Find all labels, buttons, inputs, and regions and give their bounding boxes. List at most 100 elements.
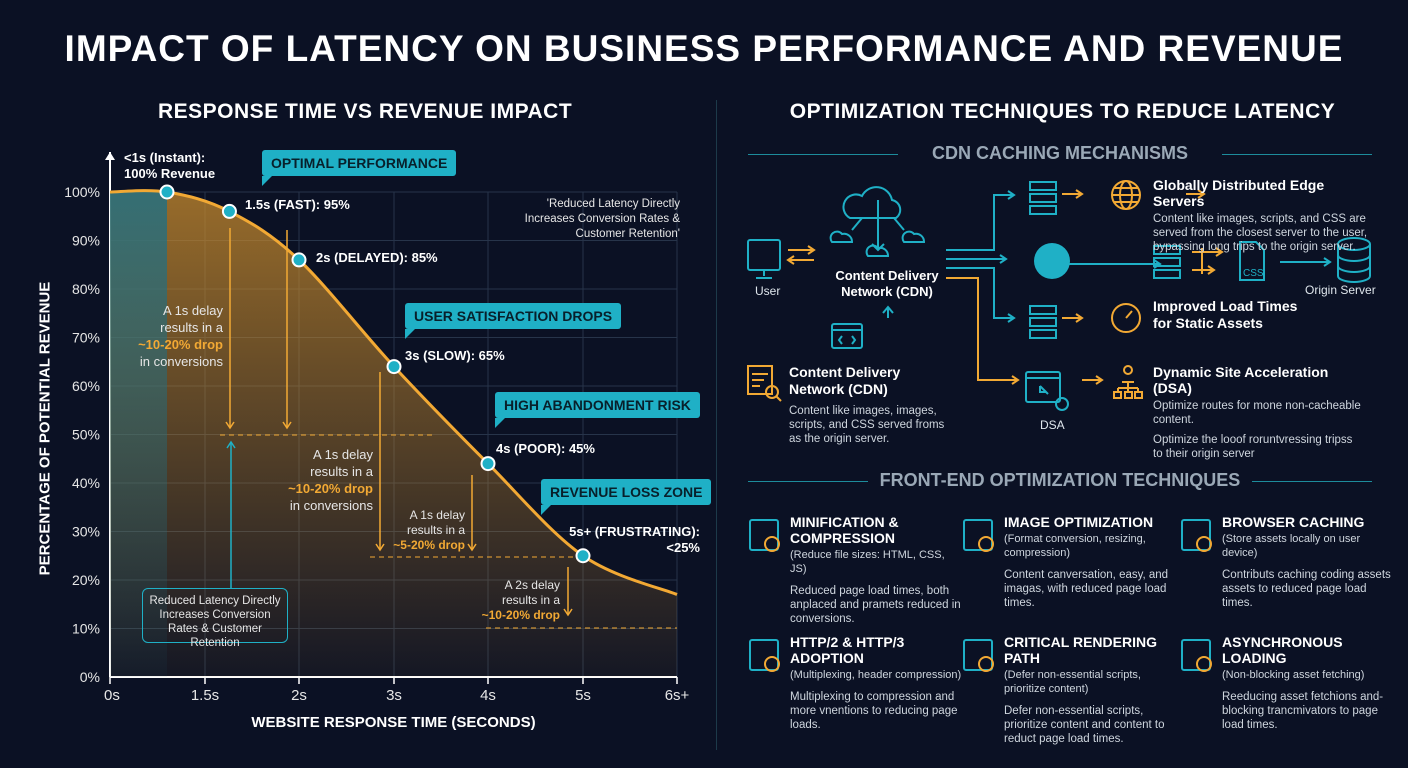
data-point bbox=[575, 548, 591, 564]
x-tick-label: 5s bbox=[575, 687, 591, 704]
delay-note-3: A 1s delay results in a ~5-20% drop bbox=[393, 508, 465, 552]
technique-card: MINIFICATION & COMPRESSION (Reduce file … bbox=[748, 514, 963, 626]
technique-title: MINIFICATION & COMPRESSION bbox=[790, 514, 899, 546]
technique-description: Multiplexing to compression and more vne… bbox=[790, 691, 958, 731]
arrowhead-icon bbox=[467, 543, 477, 552]
data-point bbox=[159, 184, 175, 200]
cdn-item: Content Delivery Network (CDN) Content li… bbox=[789, 364, 945, 445]
origin-server-label: Origin Server bbox=[1305, 283, 1376, 297]
arrowhead-icon bbox=[225, 421, 235, 430]
cdn-label: Content Delivery Network (CDN) bbox=[835, 268, 939, 299]
earth-globe-icon bbox=[1034, 243, 1070, 279]
point-label-2: 2s (DELAYED): 85% bbox=[316, 250, 438, 265]
y-tick-label: 20% bbox=[72, 572, 100, 588]
data-point bbox=[386, 359, 402, 375]
css-file-icon bbox=[1239, 241, 1265, 281]
delay-note-2: A 1s delay results in a ~10-20% drop in con… bbox=[288, 447, 373, 513]
cdn-heading: CDN CACHING MECHANISMS bbox=[932, 143, 1188, 163]
server-icon bbox=[1153, 245, 1181, 279]
optimization-heading: OPTIMIZATION TECHNIQUES TO REDUCE LATENC… bbox=[789, 100, 1336, 123]
divider bbox=[748, 154, 898, 155]
code-window-icon bbox=[831, 323, 863, 349]
tag-satisfaction: USER SATISFACTION DROPS bbox=[405, 303, 622, 339]
revenue-chart: 0% 10% 20% 30% 40% 50% 60% 70% 80% 90% 100% 0s 1.5s 2… bbox=[64, 152, 690, 704]
document-search-icon bbox=[747, 365, 782, 402]
technique-subtitle: (Format conversion, resizing, compressio… bbox=[1004, 533, 1146, 559]
quote: 'Reduced Latency Directly Increases Conv… bbox=[524, 198, 680, 240]
data-point bbox=[221, 203, 237, 219]
technique-title: HTTP/2 & HTTP/3 ADOPTION bbox=[790, 634, 905, 666]
divider bbox=[1252, 481, 1372, 482]
frontend-heading: FRONT-END OPTIMIZATION TECHNIQUES bbox=[879, 470, 1241, 490]
y-tick-label: 70% bbox=[72, 330, 100, 346]
http2-globe-icon bbox=[749, 639, 780, 672]
speedometer-icon bbox=[1111, 303, 1141, 333]
technique-title: CRITICAL RENDERING PATH bbox=[1004, 634, 1157, 666]
y-tick-label: 80% bbox=[72, 281, 100, 297]
y-tick-label: 50% bbox=[72, 427, 100, 443]
info-box: Reduced Latency Directly Increases Conve… bbox=[142, 588, 288, 649]
database-icon bbox=[1337, 237, 1371, 283]
technique-card: CRITICAL RENDERING PATH (Defer non-essen… bbox=[962, 634, 1177, 746]
data-point bbox=[480, 456, 496, 472]
dsa-item: Dynamic Site Acceleration (DSA) Optimize … bbox=[1153, 364, 1361, 460]
x-tick-label: 1.5s bbox=[191, 687, 219, 704]
globe-icon bbox=[1111, 180, 1141, 210]
instant-zone bbox=[110, 192, 167, 677]
y-tick-label: 60% bbox=[72, 378, 100, 394]
technique-description: Reduced page load times, both anplaced a… bbox=[790, 585, 961, 625]
point-label-3: 3s (SLOW): 65% bbox=[405, 348, 505, 363]
x-tick-label: 3s bbox=[386, 687, 402, 704]
technique-card: IMAGE OPTIMIZATION (Format conversion, r… bbox=[962, 514, 1177, 610]
arrowhead-icon bbox=[375, 543, 385, 552]
technique-description: Contributs caching coding assets assets … bbox=[1222, 569, 1391, 609]
technique-description: Defer non-essential scripts, prioritize … bbox=[1004, 705, 1165, 745]
dsa-label: DSA bbox=[1040, 418, 1065, 432]
divider bbox=[716, 100, 717, 750]
y-tick-label: 90% bbox=[72, 233, 100, 249]
y-axis-arrow bbox=[105, 152, 115, 160]
flowchart-icon bbox=[963, 639, 994, 672]
y-tick-label: 0% bbox=[80, 669, 100, 685]
tag-revenue-loss: REVENUE LOSS ZONE bbox=[541, 479, 712, 515]
delay-note-4: A 2s delay results in a ~10-20% drop bbox=[481, 578, 560, 622]
technique-card: ASYNCHRONOUS LOADING (Non-blocking asset… bbox=[1180, 634, 1395, 732]
point-label-4: 4s (POOR): 45% bbox=[496, 441, 595, 456]
technique-card: HTTP/2 & HTTP/3 ADOPTION (Multiplexing, … bbox=[748, 634, 963, 732]
arrowhead-icon bbox=[282, 421, 292, 430]
server-icon bbox=[1029, 181, 1057, 215]
x-tick-label: 6s+ bbox=[665, 687, 690, 704]
point-label-1: 1.5s (FAST): 95% bbox=[245, 197, 350, 212]
technique-subtitle: (Store assets locally on user device) bbox=[1222, 533, 1361, 559]
hierarchy-icon bbox=[1113, 365, 1143, 399]
technique-subtitle: (Defer non-essential scripts, prioritize… bbox=[1004, 669, 1141, 695]
technique-description: Reeducing asset fetchions and-blocking t… bbox=[1222, 691, 1384, 731]
edge-servers-item: Globally Distributed Edge Servers Content… bbox=[1153, 177, 1368, 253]
css-icon-text: CSS bbox=[1243, 268, 1264, 279]
x-tick-label: 0s bbox=[104, 687, 120, 704]
chart-heading: RESPONSE TIME VS REVENUE IMPACT bbox=[158, 100, 573, 123]
technique-title: ASYNCHRONOUS LOADING bbox=[1222, 634, 1343, 666]
y-axis-label: PERCENTAGE OF POTENTIAL REVENUE bbox=[36, 281, 54, 576]
connector-lines bbox=[882, 190, 1332, 323]
x-axis-label: WEBSITE RESPONSE TIME (SECONDS) bbox=[251, 714, 536, 731]
orange-connectors bbox=[946, 189, 1206, 385]
point-label-0: <1s (Instant): 100% Revenue bbox=[124, 150, 216, 181]
arrowhead-icon bbox=[226, 440, 236, 449]
user-label: User bbox=[755, 284, 781, 298]
browser-lock-icon bbox=[1181, 519, 1212, 552]
technique-subtitle: (Non-blocking asset fetching) bbox=[1222, 669, 1365, 681]
technique-description: Content canversation, easy, and imagas, … bbox=[1004, 569, 1169, 609]
technique-title: IMAGE OPTIMIZATION bbox=[1004, 514, 1154, 530]
technique-subtitle: (Reduce file sizes: HTML, CSS, JS) bbox=[790, 549, 945, 575]
x-tick-label: 4s bbox=[480, 687, 496, 704]
technique-card: BROWSER CACHING (Store assets locally on… bbox=[1180, 514, 1395, 610]
y-tick-label: 30% bbox=[72, 524, 100, 540]
data-point bbox=[291, 252, 307, 268]
technique-title: BROWSER CACHING bbox=[1222, 514, 1365, 530]
y-tick-label: 100% bbox=[64, 184, 100, 200]
exchange-arrows-icon bbox=[786, 245, 816, 265]
divider bbox=[1222, 154, 1372, 155]
revenue-area bbox=[110, 190, 677, 677]
delay-note-1: A 1s delay results in a ~10-20% drop in con… bbox=[138, 303, 223, 369]
